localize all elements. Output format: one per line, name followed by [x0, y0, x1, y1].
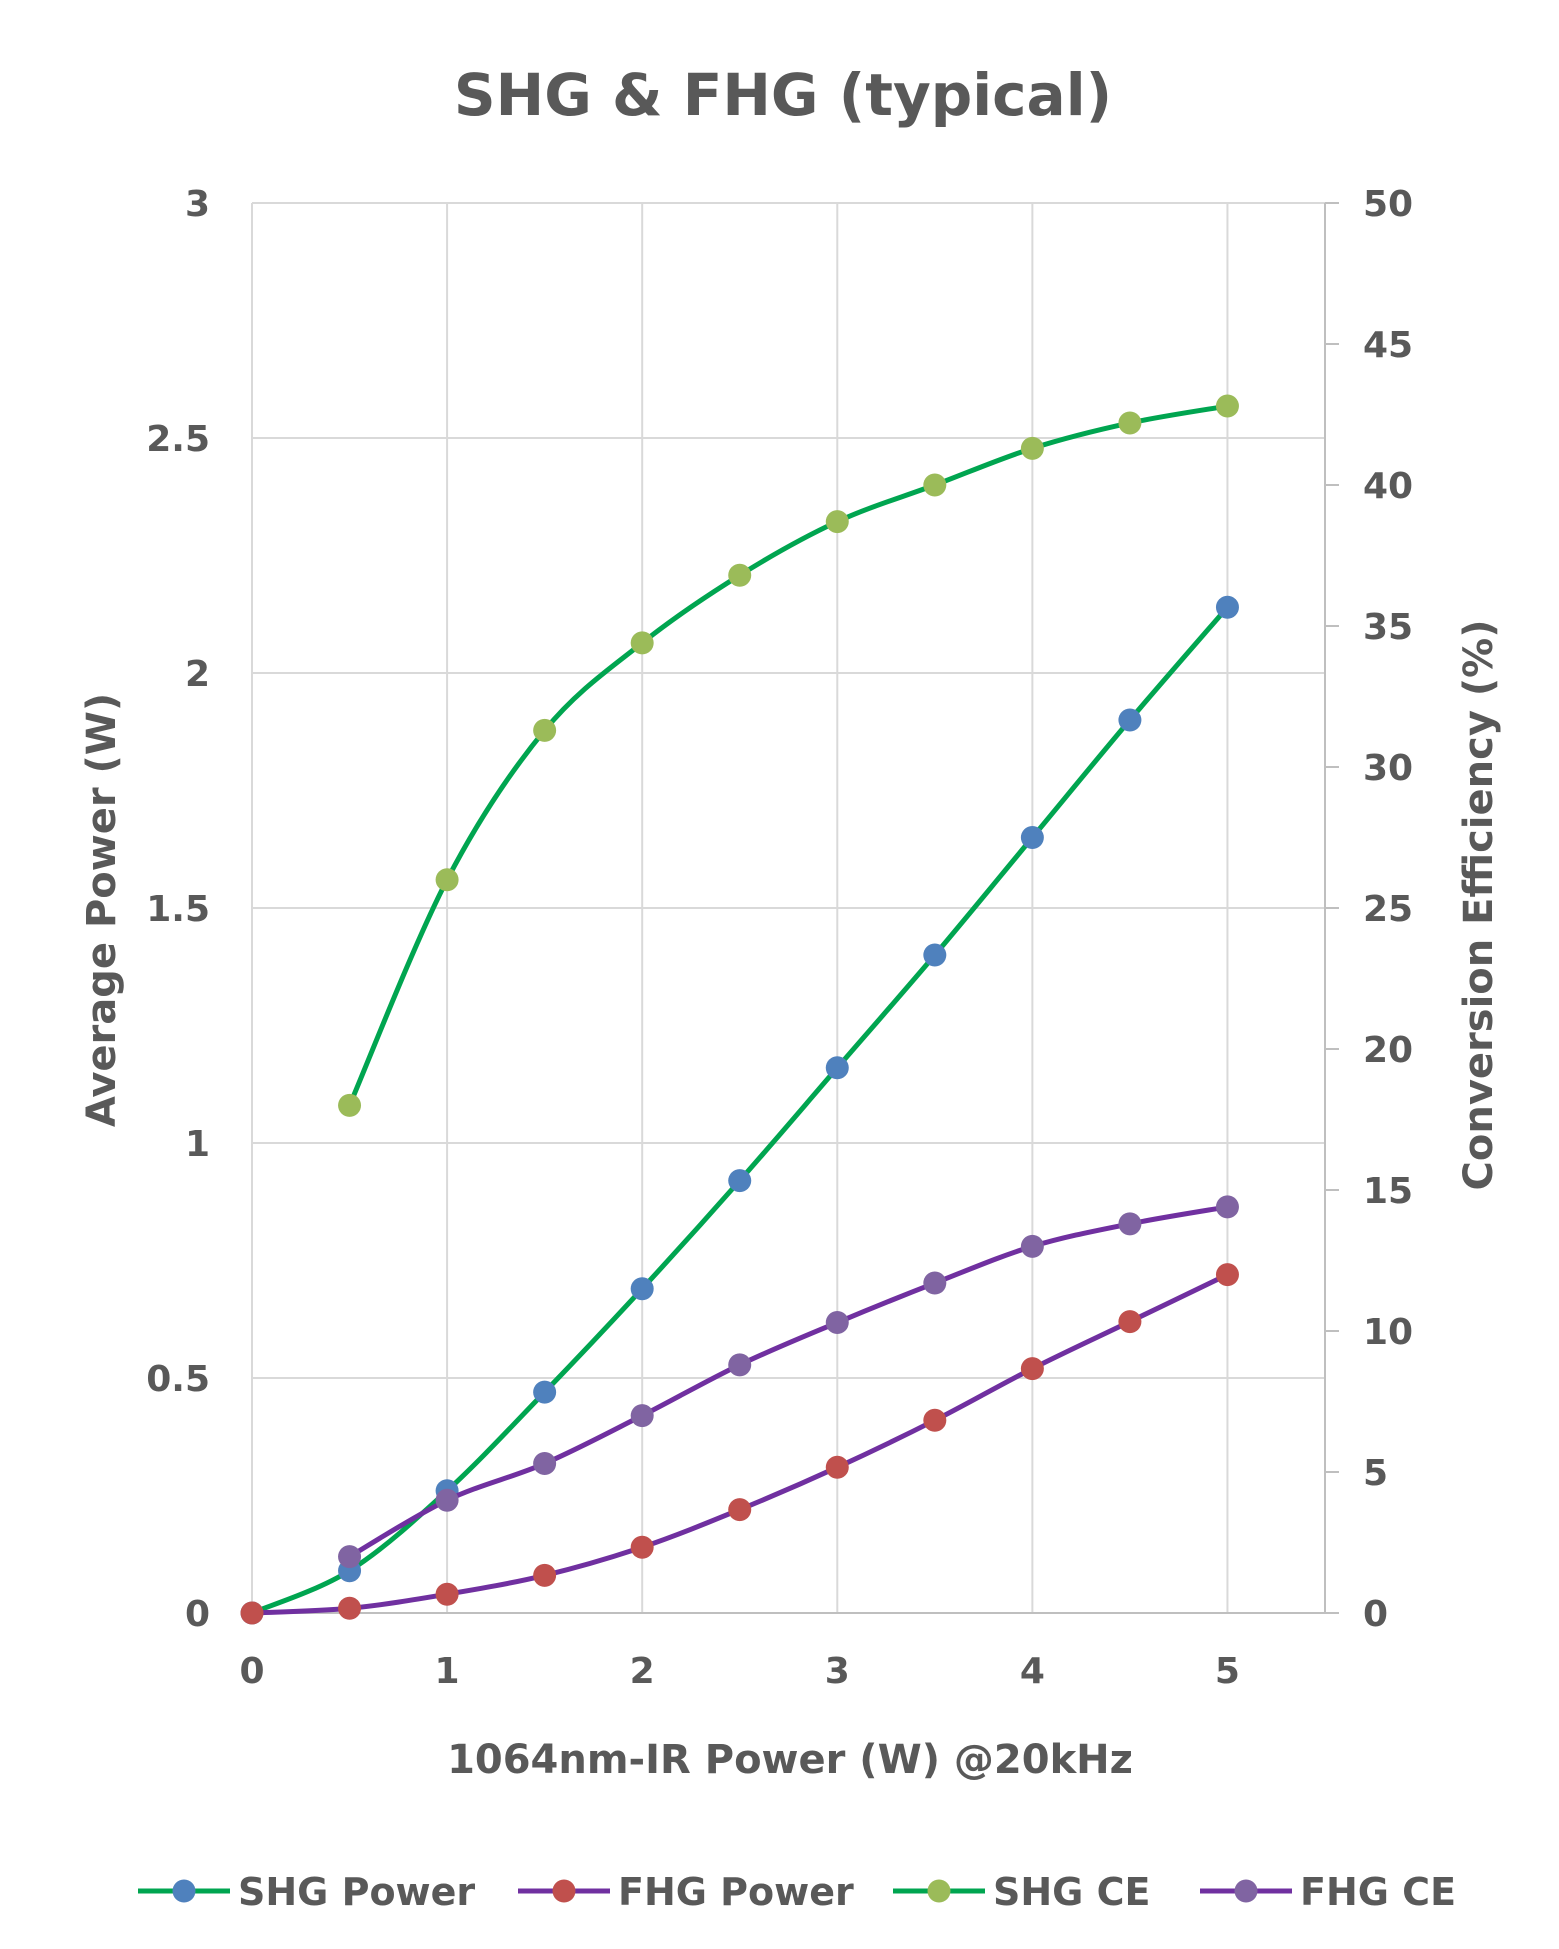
legend-label: SHG CE	[993, 1870, 1150, 1914]
y2-tick-label: 10	[1363, 1312, 1413, 1353]
data-point-shg-power	[1215, 595, 1239, 619]
data-point-shg-power	[923, 943, 947, 967]
y2-axis-title: Conversion Efficiency (%)	[1456, 620, 1502, 1191]
x-tick-label: 5	[1215, 1651, 1240, 1692]
y-axis-title: Average Power (W)	[79, 693, 125, 1127]
data-point-fhg-ce	[435, 1488, 459, 1512]
x-tick-label: 1	[435, 1651, 460, 1692]
series-line-fhg-ce	[347, 1204, 1230, 1560]
legend-item-shg-power: SHG Power	[138, 1870, 475, 1914]
y2-tick-label: 45	[1363, 325, 1413, 366]
data-point-fhg-ce	[630, 1404, 654, 1428]
legend-marker	[552, 1879, 576, 1903]
data-point-shg-power	[1118, 708, 1142, 732]
y-tick-label: 3	[185, 184, 210, 225]
legend: SHG Power FHG Power SHG CE FHG CE	[138, 1870, 1456, 1914]
data-point-fhg-ce	[728, 1353, 752, 1377]
x-tick-label: 0	[239, 1651, 264, 1692]
chart-title: SHG & FHG (typical)	[454, 61, 1112, 129]
data-point-fhg-power	[1215, 1263, 1239, 1287]
data-point-fhg-power	[728, 1498, 752, 1522]
legend-marker	[172, 1879, 196, 1903]
data-point-shg-ce	[338, 1093, 362, 1117]
legend-item-fhg-power: FHG Power	[518, 1870, 854, 1914]
data-point-shg-ce	[1020, 436, 1044, 460]
data-point-fhg-power	[533, 1563, 557, 1587]
data-point-shg-power	[533, 1380, 557, 1404]
y2-tick-label: 20	[1363, 1030, 1413, 1071]
y2-tick-label: 40	[1363, 466, 1413, 507]
data-point-fhg-ce	[338, 1545, 362, 1569]
series-fhg-power	[240, 1263, 1239, 1625]
data-point-shg-ce	[1118, 411, 1142, 435]
y-tick-label: 2	[185, 654, 210, 695]
y-tick-label: 0.5	[146, 1359, 210, 1400]
data-point-fhg-ce	[1215, 1195, 1239, 1219]
data-point-shg-ce	[825, 510, 849, 534]
data-point-fhg-power	[923, 1408, 947, 1432]
data-point-fhg-power	[1020, 1357, 1044, 1381]
series-shg-power	[240, 595, 1239, 1625]
legend-item-shg-ce: SHG CE	[893, 1870, 1150, 1914]
series-fhg-ce	[338, 1195, 1239, 1569]
y2-tick-label: 35	[1363, 607, 1413, 648]
y2-tick-label: 15	[1363, 1171, 1413, 1212]
data-point-fhg-power	[435, 1582, 459, 1606]
data-point-shg-ce	[923, 473, 947, 497]
x-tick-label: 2	[630, 1651, 655, 1692]
series-line-shg-power	[249, 604, 1230, 1616]
series-line-shg-ce	[347, 403, 1230, 1108]
data-point-shg-power	[728, 1169, 752, 1193]
x-axis-title: 1064nm-IR Power (W) @20kHz	[447, 1737, 1133, 1783]
data-point-fhg-power	[825, 1455, 849, 1479]
x-tick-label: 4	[1020, 1651, 1045, 1692]
series-shg-ce	[338, 394, 1239, 1117]
y2-tick-label: 30	[1363, 748, 1413, 789]
data-point-fhg-power	[630, 1535, 654, 1559]
data-point-shg-ce	[533, 718, 557, 742]
legend-marker	[927, 1879, 951, 1903]
data-point-shg-ce	[630, 631, 654, 655]
y-tick-label: 0	[185, 1594, 210, 1635]
legend-label: SHG Power	[238, 1870, 475, 1914]
y-tick-label: 2.5	[146, 419, 210, 460]
x-tick-label: 3	[825, 1651, 850, 1692]
y2-tick-label: 50	[1363, 184, 1413, 225]
data-point-shg-ce	[435, 868, 459, 892]
y-tick-label: 1	[185, 1124, 210, 1165]
data-point-shg-ce	[1215, 394, 1239, 418]
data-point-fhg-ce	[825, 1311, 849, 1335]
legend-label: FHG CE	[1300, 1870, 1456, 1914]
data-point-fhg-ce	[923, 1271, 947, 1295]
data-point-fhg-ce	[1020, 1234, 1044, 1258]
data-point-fhg-power	[240, 1601, 264, 1625]
legend-item-fhg-ce: FHG CE	[1200, 1870, 1456, 1914]
data-point-shg-power	[825, 1056, 849, 1080]
data-point-fhg-power	[338, 1596, 362, 1620]
data-point-shg-power	[630, 1277, 654, 1301]
data-point-fhg-ce	[533, 1452, 557, 1476]
legend-marker	[1234, 1879, 1258, 1903]
data-point-fhg-power	[1118, 1310, 1142, 1334]
series-line-fhg-power	[249, 1272, 1230, 1616]
y2-tick-label: 25	[1363, 889, 1413, 930]
data-point-fhg-ce	[1118, 1212, 1142, 1236]
y2-tick-label: 0	[1363, 1594, 1388, 1635]
data-point-shg-power	[1020, 826, 1044, 849]
data-point-shg-ce	[728, 563, 752, 587]
series-layer	[240, 394, 1239, 1625]
legend-label: FHG Power	[618, 1870, 854, 1914]
y2-tick-label: 5	[1363, 1453, 1388, 1494]
y-tick-label: 1.5	[146, 889, 210, 930]
